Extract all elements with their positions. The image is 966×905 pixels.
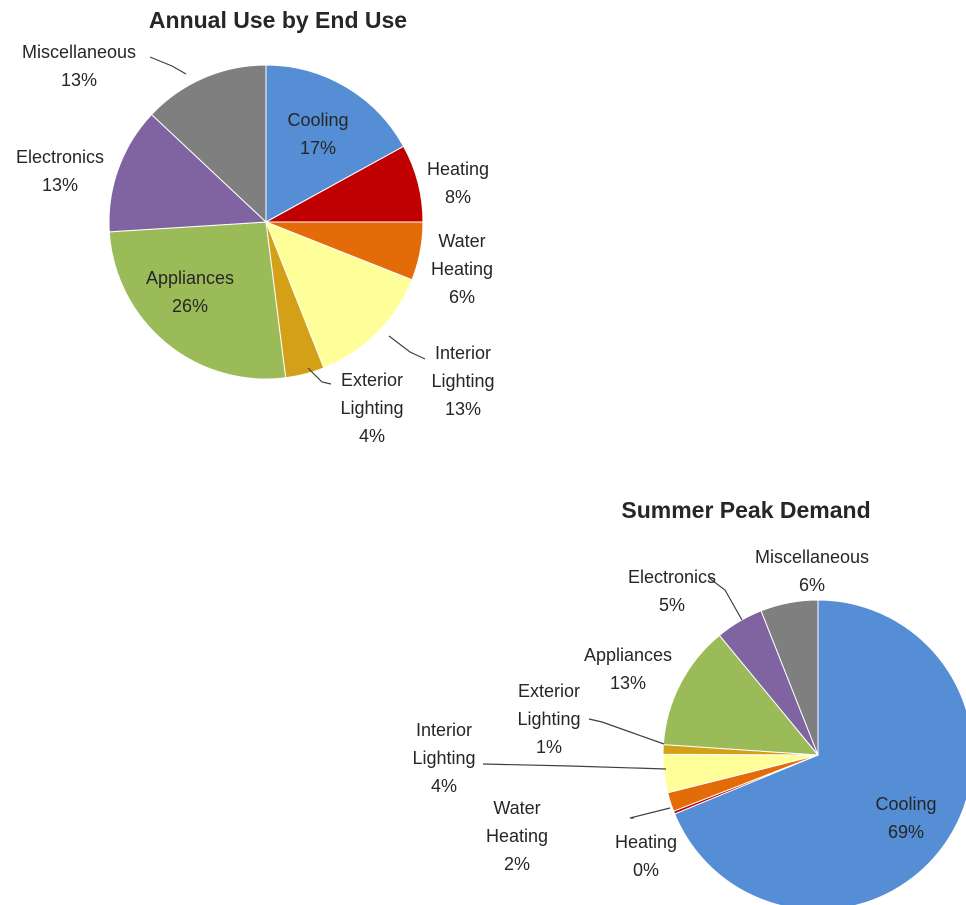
slice-label-electronics: Electronics 13% — [16, 147, 104, 195]
pie-slice-appliances — [662, 634, 820, 756]
slice-label-heating: Heating 0% — [615, 832, 677, 880]
chart-title: Summer Peak Demand — [621, 497, 870, 523]
slice-label-exterior-lighting: Exterior Lighting 4% — [340, 370, 403, 446]
slice-label-electronics: Electronics 5% — [628, 567, 716, 615]
slice-label-water-heating: Water Heating 6% — [431, 231, 493, 307]
slice-label-interior-lighting: Interior Lighting 13% — [431, 343, 494, 419]
summer-peak-pie-chart: Summer Peak Demand Cooling 69% Heating 0% Wa… — [412, 497, 966, 905]
slice-label-appliances: Appliances 13% — [584, 645, 672, 693]
leader-line-interior-lighting — [482, 763, 667, 770]
chart-title: Annual Use by End Use — [149, 7, 407, 33]
pie-slice-interior-lighting — [265, 221, 413, 369]
slice-label-exterior-lighting: Exterior Lighting 1% — [517, 681, 580, 757]
pie-slice-electronics — [108, 113, 268, 233]
slice-label-miscellaneous: Miscellaneous 6% — [755, 547, 869, 595]
slice-label-water-heating: Water Heating 2% — [486, 798, 548, 874]
pie-slice-cooling — [673, 599, 966, 905]
slice-label-heating: Heating 8% — [427, 159, 489, 207]
leader-line-exterior-lighting — [307, 367, 332, 385]
leader-line-electronics — [708, 577, 743, 621]
slice-label-interior-lighting: Interior Lighting 4% — [412, 720, 475, 796]
pie-slice-appliances — [108, 221, 287, 380]
pie-slice-miscellaneous — [150, 64, 267, 224]
slice-label-appliances: Appliances 26% — [146, 268, 234, 316]
slice-label-cooling: Cooling 17% — [287, 110, 348, 158]
leader-line-exterior-lighting — [588, 718, 665, 745]
leader-line-miscellaneous — [149, 56, 187, 75]
slice-label-cooling: Cooling 69% — [875, 794, 936, 842]
slice-label-miscellaneous: Miscellaneous 13% — [22, 42, 136, 90]
leader-line-interior-lighting — [388, 335, 426, 360]
annual-use-pie-chart: Annual Use by End Use Cooling 17% Heating 8… — [16, 7, 495, 446]
leader-line-heating — [629, 807, 671, 819]
pie-slice-cooling — [265, 64, 405, 223]
pie-slice-miscellaneous — [760, 599, 819, 756]
